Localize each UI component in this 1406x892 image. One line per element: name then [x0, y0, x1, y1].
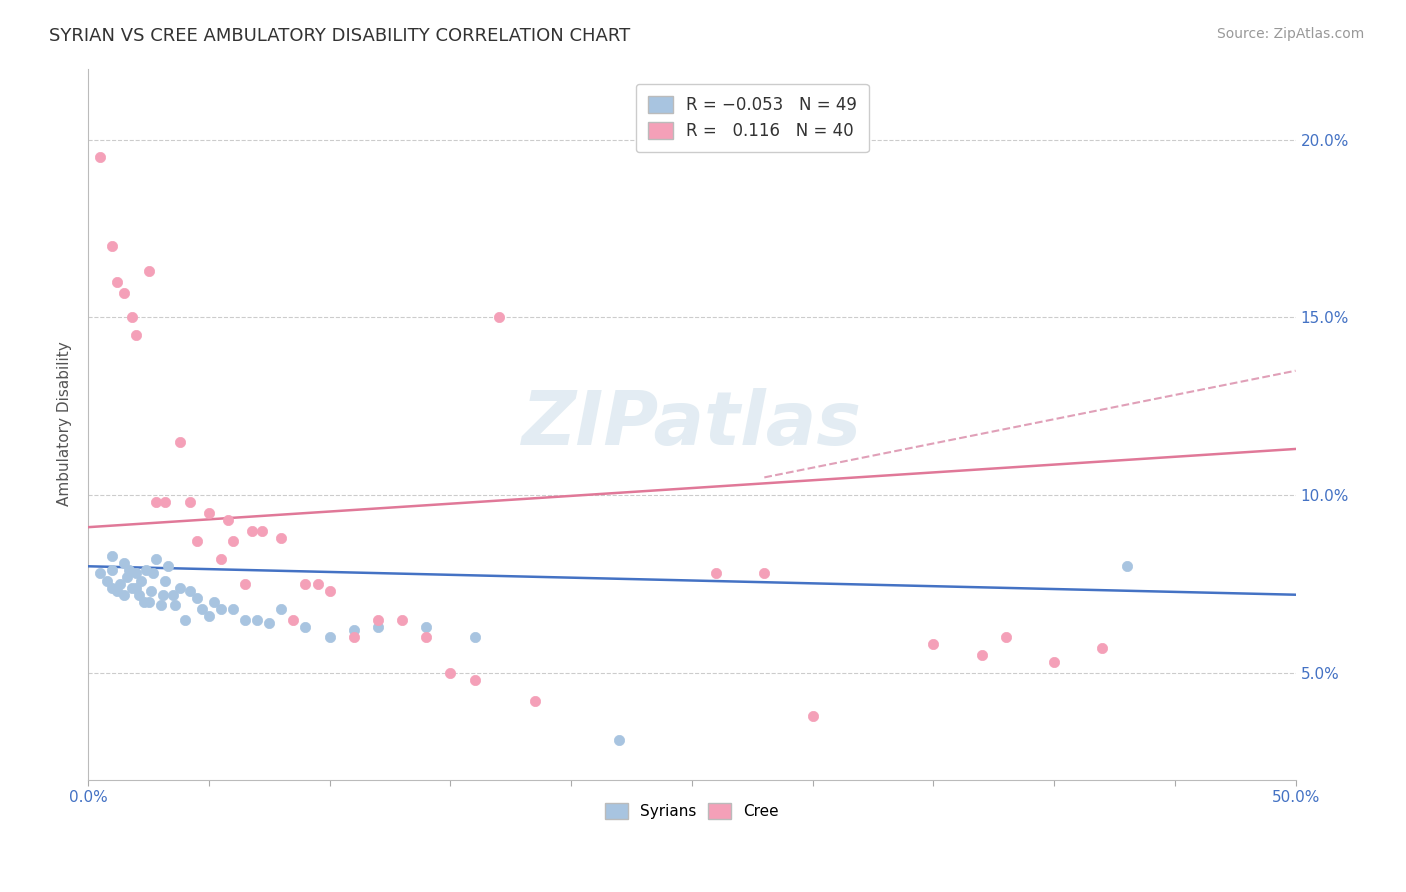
Point: [233, 613, 256, 627]
Point: [101, 549, 124, 563]
Y-axis label: Ambulatory Disability: Ambulatory Disability: [58, 342, 72, 507]
Point: [801, 708, 824, 723]
Point: [139, 584, 162, 599]
Point: [198, 506, 221, 520]
Point: [217, 513, 239, 527]
Point: [704, 566, 727, 581]
Point: [270, 531, 292, 545]
Point: [152, 588, 174, 602]
Point: [488, 310, 510, 325]
Text: Source: ZipAtlas.com: Source: ZipAtlas.com: [1216, 27, 1364, 41]
Point: [391, 613, 413, 627]
Point: [169, 581, 191, 595]
Point: [155, 495, 177, 509]
Point: [754, 566, 776, 581]
Point: [156, 559, 179, 574]
Point: [128, 588, 150, 602]
Point: [1091, 641, 1114, 656]
Point: [149, 599, 172, 613]
Point: [222, 602, 245, 616]
Point: [179, 584, 201, 599]
Point: [173, 613, 195, 627]
Point: [415, 631, 437, 645]
Point: [186, 534, 208, 549]
Legend: Syrians, Cree: Syrians, Cree: [599, 797, 785, 825]
Point: [145, 495, 167, 509]
Point: [415, 620, 437, 634]
Point: [108, 577, 131, 591]
Point: [233, 577, 256, 591]
Point: [169, 434, 191, 449]
Point: [922, 638, 945, 652]
Point: [343, 631, 366, 645]
Point: [129, 574, 152, 588]
Point: [125, 581, 148, 595]
Point: [464, 631, 486, 645]
Point: [112, 588, 135, 602]
Point: [89, 566, 111, 581]
Point: [115, 570, 138, 584]
Point: [121, 581, 143, 595]
Point: [96, 574, 118, 588]
Point: [105, 584, 128, 599]
Point: [367, 620, 389, 634]
Point: [101, 563, 124, 577]
Point: [132, 595, 155, 609]
Point: [186, 591, 208, 606]
Point: [89, 150, 111, 164]
Point: [125, 328, 148, 343]
Point: [121, 310, 143, 325]
Point: [118, 563, 141, 577]
Point: [283, 613, 305, 627]
Point: [202, 595, 225, 609]
Point: [318, 631, 340, 645]
Point: [609, 733, 631, 747]
Point: [970, 648, 993, 662]
Point: [105, 275, 128, 289]
Point: [135, 563, 157, 577]
Point: [523, 694, 546, 708]
Point: [209, 602, 232, 616]
Point: [155, 574, 177, 588]
Point: [439, 665, 461, 680]
Point: [162, 588, 184, 602]
Point: [246, 613, 269, 627]
Point: [179, 495, 201, 509]
Point: [318, 584, 340, 599]
Point: [165, 599, 187, 613]
Point: [294, 620, 316, 634]
Point: [343, 624, 366, 638]
Point: [294, 577, 316, 591]
Point: [240, 524, 263, 538]
Point: [1115, 559, 1137, 574]
Point: [101, 581, 124, 595]
Point: [307, 577, 329, 591]
Point: [125, 566, 148, 581]
Point: [198, 609, 221, 624]
Point: [112, 556, 135, 570]
Point: [250, 524, 273, 538]
Point: [1043, 655, 1066, 669]
Text: SYRIAN VS CREE AMBULATORY DISABILITY CORRELATION CHART: SYRIAN VS CREE AMBULATORY DISABILITY COR…: [49, 27, 630, 45]
Point: [270, 602, 292, 616]
Point: [209, 552, 232, 566]
Point: [994, 631, 1017, 645]
Point: [464, 673, 486, 687]
Text: ZIPatlas: ZIPatlas: [522, 387, 862, 460]
Point: [190, 602, 212, 616]
Point: [145, 552, 167, 566]
Point: [138, 264, 160, 278]
Point: [222, 534, 245, 549]
Point: [101, 239, 124, 253]
Point: [142, 566, 165, 581]
Point: [138, 595, 160, 609]
Point: [367, 613, 389, 627]
Point: [112, 285, 135, 300]
Point: [259, 616, 281, 631]
